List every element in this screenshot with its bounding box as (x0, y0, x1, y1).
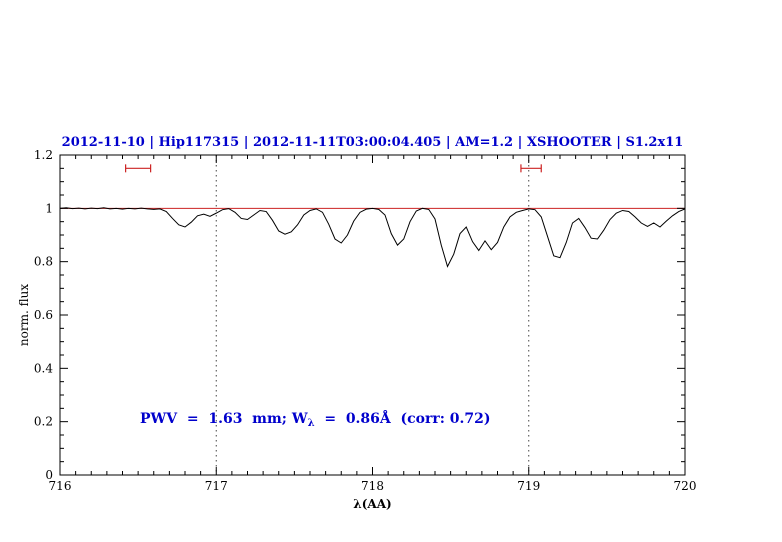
y-tick-label: 0.6 (34, 308, 53, 322)
x-tick-label: 718 (361, 479, 384, 493)
x-axis-label: λ(AA) (353, 497, 392, 511)
spectrum-line (59, 207, 686, 268)
y-tick-label: 0.2 (34, 415, 53, 429)
pwv-annotation: PWV = 1.63 mm; Wλ = 0.86Å (corr: 0.72) (140, 411, 491, 429)
y-axis-label: norm. flux (17, 283, 31, 347)
y-tick-label: 0.4 (34, 361, 53, 375)
x-tick-label: 716 (49, 479, 72, 493)
y-tick-label: 1 (45, 201, 53, 215)
pwv-annotation-post: = 0.86Å (corr: 0.72) (314, 411, 491, 427)
x-tick-label: 717 (205, 479, 228, 493)
x-tick-label: 720 (674, 479, 697, 493)
y-tick-label: 1.2 (34, 148, 53, 162)
lambda-subscript: λ (307, 418, 315, 429)
pwv-annotation-pre: PWV = 1.63 mm; W (140, 411, 308, 427)
y-tick-label: 0 (45, 468, 53, 482)
y-tick-label: 0.8 (34, 255, 53, 269)
plot-title: 2012-11-10 | Hip117315 | 2012-11-11T03:0… (61, 135, 684, 150)
x-tick-label: 719 (517, 479, 540, 493)
